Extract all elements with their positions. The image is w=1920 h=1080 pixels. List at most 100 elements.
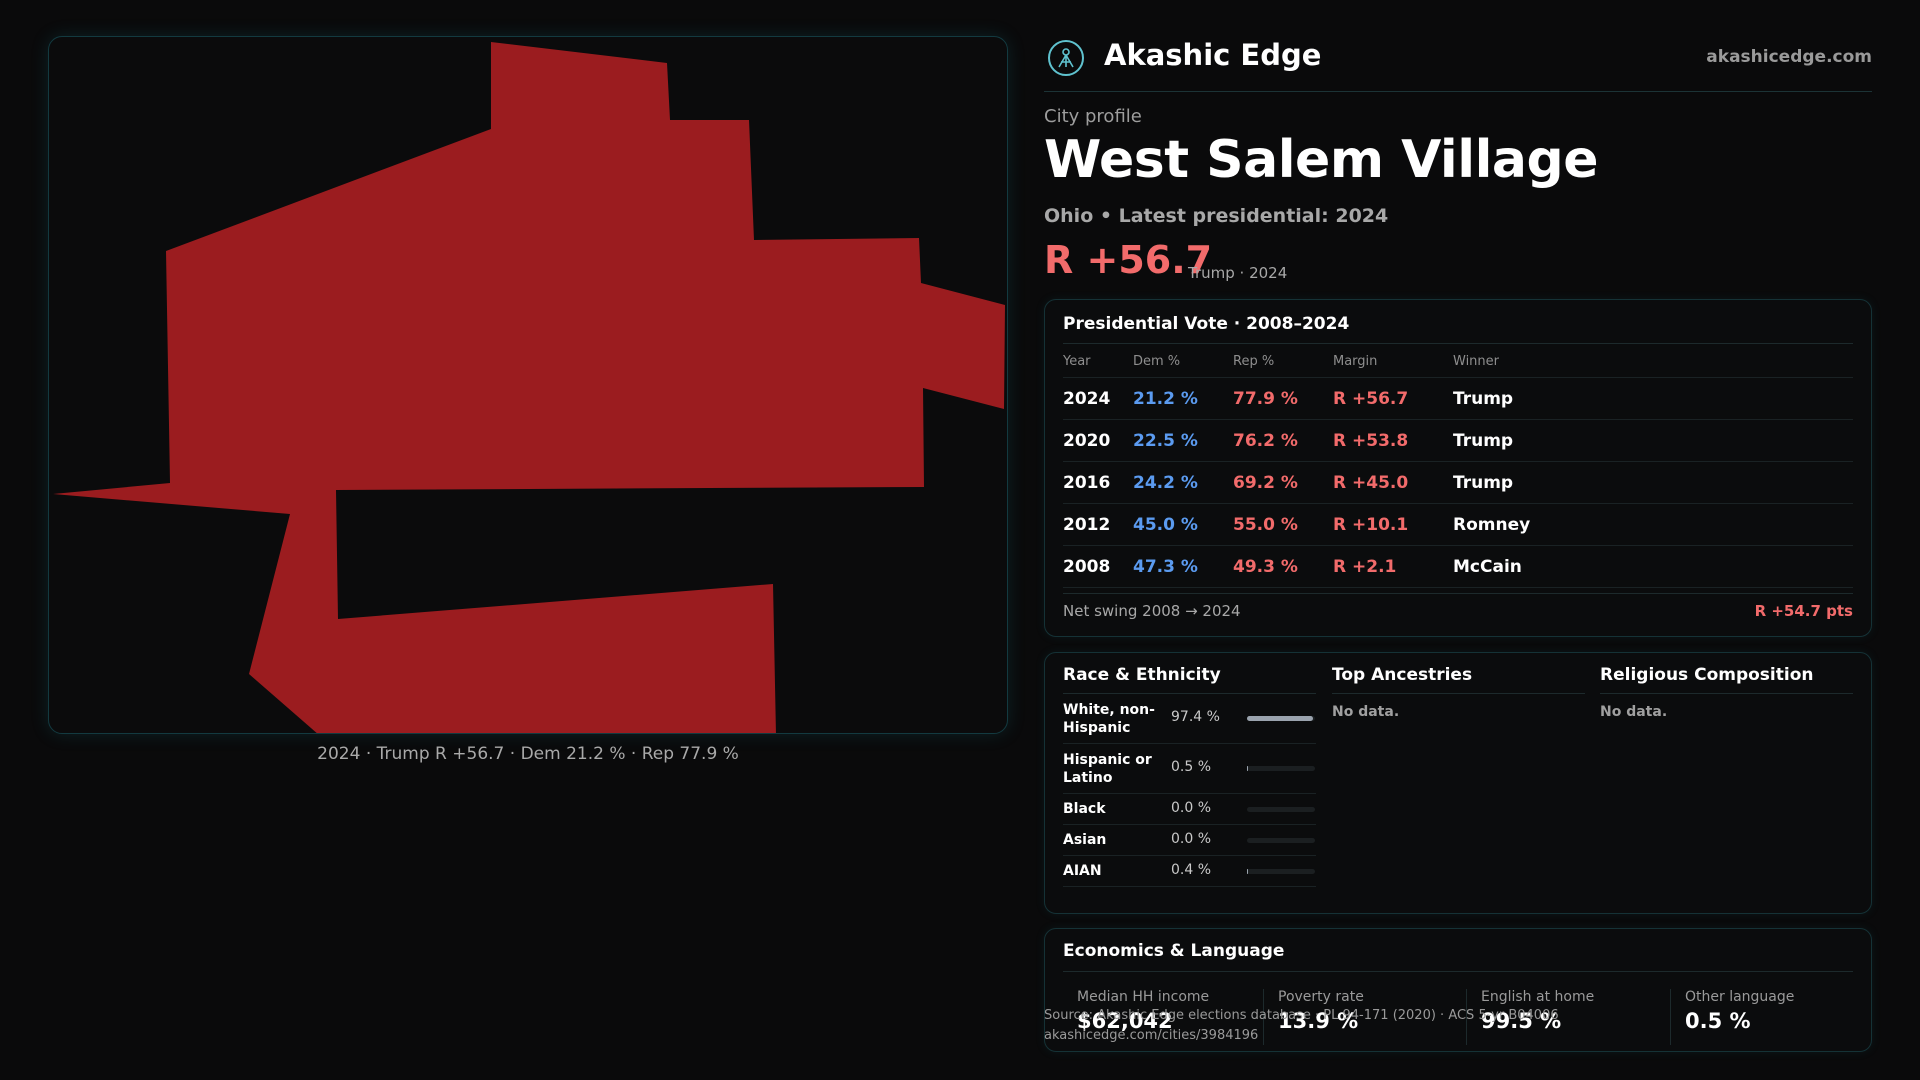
cell-dem: 47.3 % — [1133, 557, 1198, 577]
race-bar-fill — [1247, 716, 1314, 721]
religion-section: Religious Composition No data. — [1600, 665, 1853, 720]
col-header-year: Year — [1063, 354, 1091, 369]
race-row: White, non-Hispanic 97.4 % — [1063, 694, 1316, 744]
cell-dem: 22.5 % — [1133, 431, 1198, 451]
race-pct: 97.4 % — [1171, 709, 1220, 725]
stat-median-income: Median HH income $62,042 — [1063, 989, 1263, 1045]
race-bar — [1247, 838, 1315, 843]
cell-year: 2016 — [1063, 473, 1111, 493]
race-list: White, non-Hispanic 97.4 % Hispanic or L… — [1063, 694, 1316, 887]
cell-rep: 55.0 % — [1233, 515, 1298, 535]
net-swing-label: Net swing 2008 → 2024 — [1063, 602, 1241, 620]
stat-other-language: Other language 0.5 % — [1670, 989, 1855, 1045]
race-row: Black 0.0 % — [1063, 794, 1316, 825]
race-label: Hispanic or Latino — [1063, 752, 1152, 786]
col-header-dem: Dem % — [1133, 354, 1181, 369]
stat-poverty-rate: Poverty rate 13.9 % — [1263, 989, 1466, 1045]
page-subtitle: Ohio • Latest presidential: 2024 — [1044, 205, 1389, 227]
demographics-card: Race & Ethnicity White, non-Hispanic 97.… — [1044, 652, 1872, 914]
stat-label: Median HH income — [1077, 989, 1210, 1005]
divider — [1063, 971, 1853, 972]
table-row: 2008 47.3 % 49.3 % R +2.1 McCain — [1063, 546, 1853, 588]
akashic-logo-icon[interactable] — [1048, 40, 1084, 76]
race-label: White, non-Hispanic — [1063, 702, 1155, 736]
religion-title: Religious Composition — [1600, 665, 1853, 694]
cell-year: 2024 — [1063, 389, 1111, 409]
cell-margin: R +56.7 — [1333, 389, 1409, 409]
page-kicker: City profile — [1044, 106, 1142, 127]
cell-dem: 45.0 % — [1133, 515, 1198, 535]
vote-card-title: Presidential Vote · 2008–2024 — [1063, 314, 1350, 334]
cell-rep: 77.9 % — [1233, 389, 1298, 409]
cell-rep: 49.3 % — [1233, 557, 1298, 577]
race-bar — [1247, 716, 1315, 721]
city-boundary-shape[interactable] — [53, 42, 1005, 734]
col-header-winner: Winner — [1453, 354, 1500, 369]
brand-header: Akashic Edge akashicedge.com — [1044, 34, 1872, 92]
table-row: 2016 24.2 % 69.2 % R +45.0 Trump — [1063, 462, 1853, 504]
city-boundary-map[interactable] — [49, 37, 1008, 734]
economics-card: Economics & Language Median HH income $6… — [1044, 928, 1872, 1052]
table-row: 2012 45.0 % 55.0 % R +10.1 Romney — [1063, 504, 1853, 546]
brand-url-link[interactable]: akashicedge.com — [1706, 47, 1872, 67]
cell-year: 2008 — [1063, 557, 1111, 577]
race-title: Race & Ethnicity — [1063, 665, 1316, 694]
stat-label: Other language — [1685, 989, 1795, 1005]
race-bar — [1247, 869, 1315, 874]
cell-winner: Romney — [1453, 515, 1531, 535]
ancestries-title: Top Ancestries — [1332, 665, 1585, 694]
stat-english-at-home: English at home 99.5 % — [1466, 989, 1670, 1045]
cell-margin: R +53.8 — [1333, 431, 1409, 451]
cell-year: 2020 — [1063, 431, 1111, 451]
ancestries-section: Top Ancestries No data. — [1332, 665, 1585, 720]
race-pct: 0.4 % — [1171, 862, 1212, 878]
net-swing-value: R +54.7 pts — [1754, 602, 1853, 620]
cell-winner: Trump — [1453, 431, 1514, 451]
cell-winner: McCain — [1453, 557, 1522, 577]
race-ethnicity-section: Race & Ethnicity White, non-Hispanic 97.… — [1063, 665, 1316, 887]
page-title: West Salem Village — [1044, 130, 1599, 190]
cell-margin: R +45.0 — [1333, 473, 1409, 493]
race-bar — [1247, 807, 1315, 812]
table-header-row: Year Dem % Rep % Margin Winner — [1063, 346, 1853, 378]
religion-empty: No data. — [1600, 704, 1668, 720]
brand-name[interactable]: Akashic Edge — [1104, 38, 1322, 72]
presidential-vote-card: Presidential Vote · 2008–2024 Year Dem %… — [1044, 299, 1872, 637]
race-pct: 0.5 % — [1171, 759, 1212, 775]
stat-label: English at home — [1481, 989, 1595, 1005]
cell-margin: R +2.1 — [1333, 557, 1397, 577]
city-url-link[interactable]: akashicedge.com/cities/3984196 — [1044, 1028, 1259, 1043]
latest-margin: R +56.7 — [1044, 238, 1213, 282]
race-row: Asian 0.0 % — [1063, 825, 1316, 856]
race-label: Black — [1063, 801, 1106, 817]
race-label: AIAN — [1063, 863, 1102, 879]
race-row: Hispanic or Latino 0.5 % — [1063, 744, 1316, 794]
col-header-rep: Rep % — [1233, 354, 1275, 369]
stat-value: 99.5 % — [1481, 1009, 1562, 1033]
sources-footer: Source: Akashic Edge elections database … — [1044, 1006, 1559, 1046]
cell-year: 2012 — [1063, 515, 1111, 535]
cell-rep: 69.2 % — [1233, 473, 1298, 493]
race-pct: 0.0 % — [1171, 831, 1212, 847]
ancestries-empty: No data. — [1332, 704, 1400, 720]
divider — [1063, 343, 1853, 344]
cell-winner: Trump — [1453, 473, 1514, 493]
sources-text: Source: Akashic Edge elections database … — [1044, 1008, 1559, 1023]
stat-label: Poverty rate — [1278, 989, 1364, 1005]
net-swing-row: Net swing 2008 → 2024 R +54.7 pts — [1063, 593, 1853, 620]
cell-margin: R +10.1 — [1333, 515, 1409, 535]
latest-margin-note: Trump · 2024 — [1188, 264, 1288, 282]
table-row: 2020 22.5 % 76.2 % R +53.8 Trump — [1063, 420, 1853, 462]
economics-title: Economics & Language — [1063, 941, 1285, 961]
table-row: 2024 21.2 % 77.9 % R +56.7 Trump — [1063, 378, 1853, 420]
race-pct: 0.0 % — [1171, 800, 1212, 816]
stat-value: $62,042 — [1077, 1009, 1173, 1033]
map-panel[interactable] — [48, 36, 1008, 734]
cell-rep: 76.2 % — [1233, 431, 1298, 451]
stat-value: 0.5 % — [1685, 1009, 1751, 1033]
race-label: Asian — [1063, 832, 1107, 848]
col-header-margin: Margin — [1333, 354, 1378, 369]
vote-table: Year Dem % Rep % Margin Winner 2024 21.2… — [1063, 346, 1853, 588]
race-row: AIAN 0.4 % — [1063, 856, 1316, 887]
cell-winner: Trump — [1453, 389, 1514, 409]
